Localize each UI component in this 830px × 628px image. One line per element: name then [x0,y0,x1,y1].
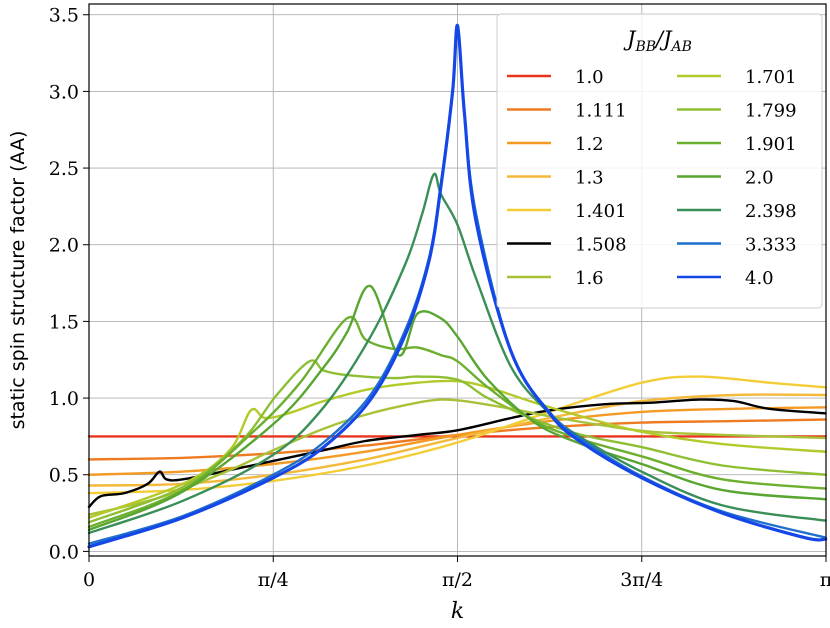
legend-label: 1.401 [575,201,627,222]
legend-box [496,13,823,309]
series-line-1-901 [87,315,827,529]
legend-label: 4.0 [745,268,774,289]
y-tick-label: 0.0 [49,541,79,563]
legend-label: 1.111 [575,101,627,122]
series-line-2-0 [87,284,827,532]
legend-label: 1.0 [575,67,604,88]
x-tick-label: 0 [83,569,95,591]
legend-title-base: J [623,27,637,51]
legend-label: 1.901 [745,134,797,155]
legend-entries: 1.0 1.111 1.2 1.3 1.401 1.508 1.6 1.701 1.799 1.9… [507,67,797,289]
x-tick-label: π/4 [258,569,289,591]
series-line-1-508 [87,398,827,509]
legend-label: 1.2 [575,134,604,155]
y-axis-label: static spin structure factor (AA) [7,131,29,430]
legend-label: 1.6 [575,268,604,289]
y-tick-label: 0.5 [49,465,79,487]
series-line-1-3 [87,393,827,487]
y-tick-label: 1.5 [49,311,79,333]
legend-label: 1.799 [745,101,797,122]
series-line-4-0 [87,23,828,549]
series-layer [87,23,828,549]
y-tick-label: 3.0 [49,81,79,103]
series-line-1-701 [87,379,827,519]
legend-label: 2.398 [745,201,797,222]
x-axis-label: k [451,599,464,624]
legend-title-sep: /J [654,27,673,51]
x-tick-label: π [820,569,830,591]
legend: JBB/JAB 1.0 1.111 1.2 1.3 1.401 1.508 1.6 1.701… [496,13,823,309]
legend-label: 3.333 [745,235,797,256]
series-line-1-401 [87,375,827,495]
y-tick-label: 2.5 [49,158,79,180]
y-tick-label: 2.0 [49,235,79,257]
series-line-1-6 [87,398,827,516]
y-tick-label: 3.5 [49,5,79,27]
x-tick-label: π/2 [442,569,473,591]
ticks: 0 π/4 π/2 3π/4 π 0.0 0.5 1.0 1.5 2.0 2.5 3.0 3.5 [49,5,830,591]
legend-label: 1.701 [745,67,797,88]
legend-label: 1.508 [575,235,627,256]
legend-title: JBB/JAB [623,27,692,55]
x-tick-label: 3π/4 [620,569,663,591]
legend-label: 1.3 [575,168,604,189]
legend-title-sub1: BB [634,39,656,55]
y-tick-label: 1.0 [49,388,79,410]
legend-label: 2.0 [745,168,774,189]
legend-title-sub2: AB [670,39,692,55]
series-line-1-799 [87,359,827,524]
